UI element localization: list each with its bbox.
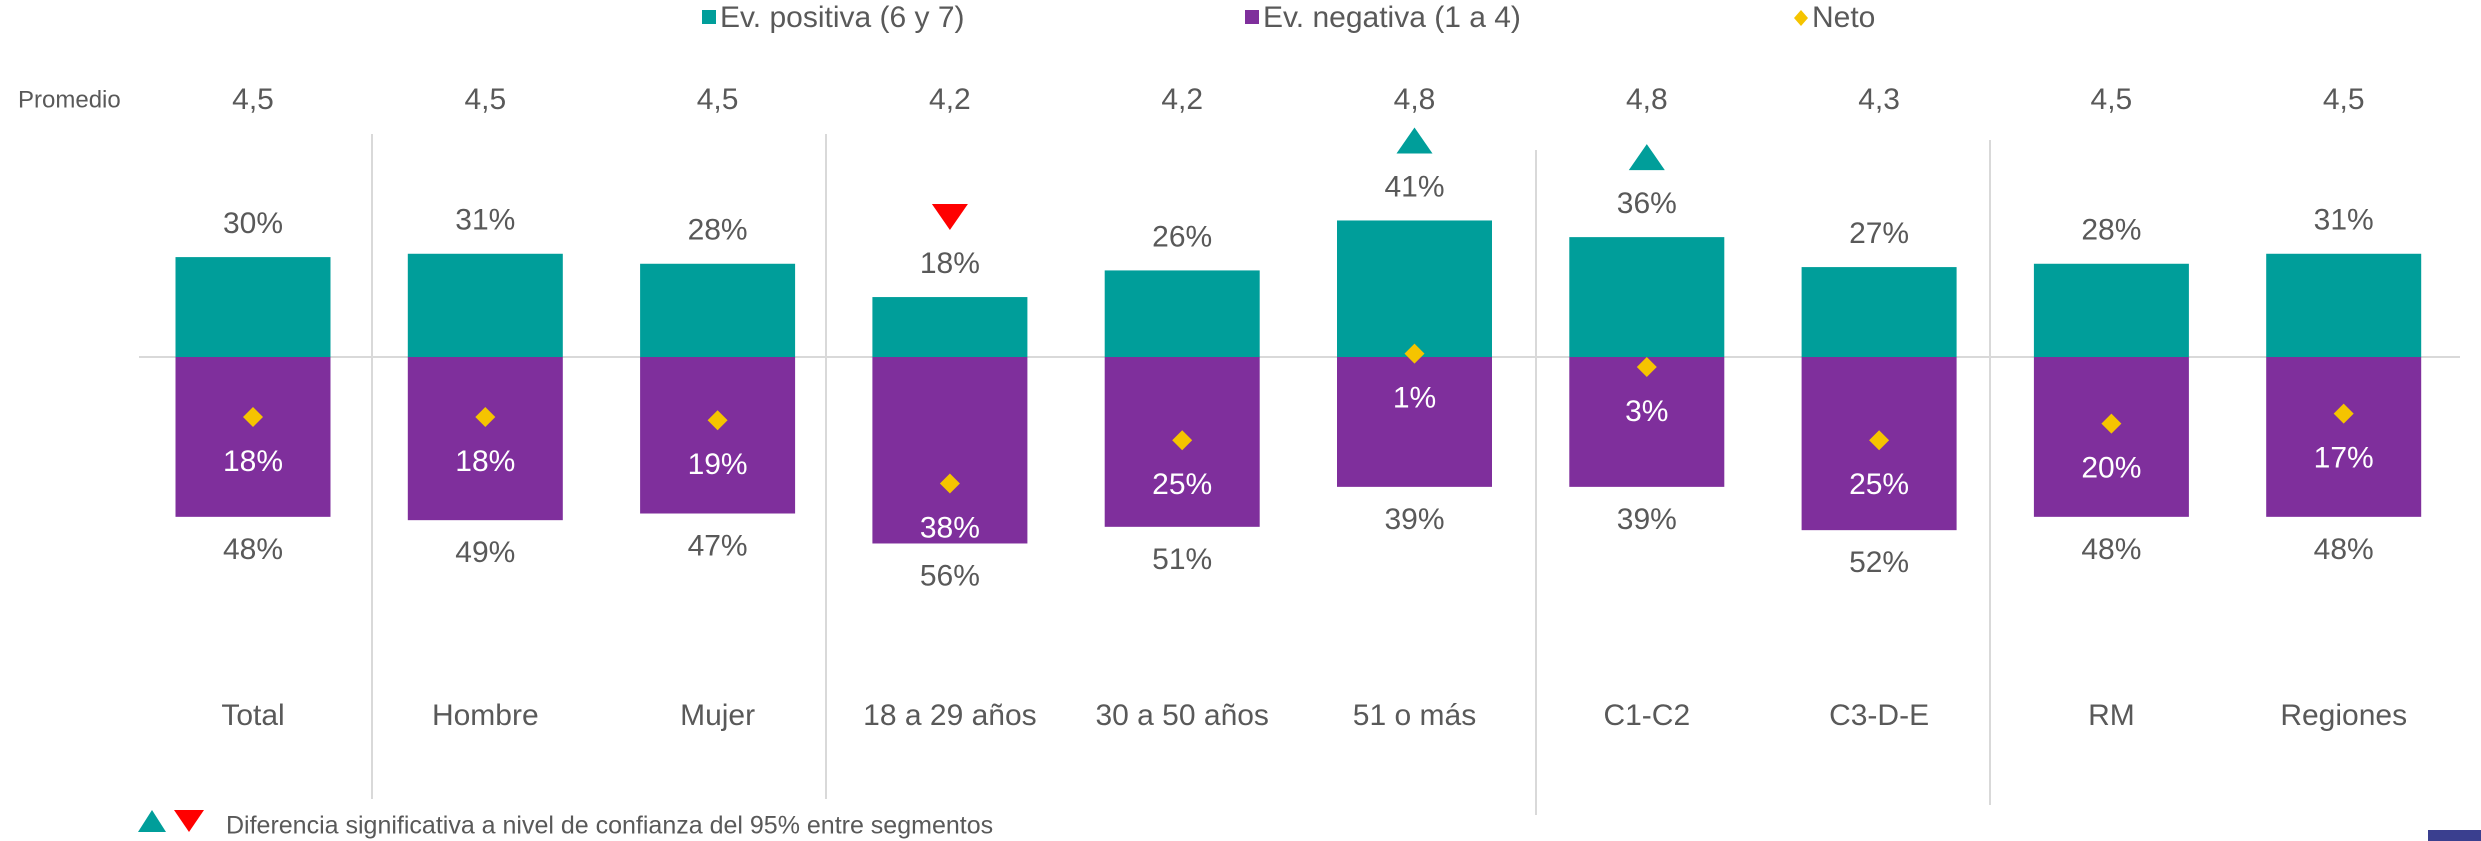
bar-negative	[1337, 357, 1492, 487]
value-label-positive: 36%	[1617, 187, 1677, 220]
bar-negative	[1569, 357, 1725, 487]
value-label-neto: 25%	[1152, 468, 1212, 501]
bar-positive	[407, 253, 563, 357]
neto-marker	[1172, 430, 1193, 451]
value-label-positive: 28%	[2081, 214, 2141, 247]
legend-label: Ev. negativa (1 a 4)	[1263, 1, 1521, 34]
x-tick-label: Hombre	[432, 699, 539, 732]
bar-positive	[2033, 263, 2189, 357]
legend-swatch	[1245, 10, 1259, 24]
bar-positive	[2266, 253, 2422, 357]
promedio-value: 4,2	[1161, 83, 1203, 116]
corner-mark	[2428, 830, 2481, 841]
x-tick-label: RM	[2088, 699, 2135, 732]
value-label-negative: 48%	[2314, 533, 2374, 566]
value-label-positive: 28%	[688, 214, 748, 247]
promedio-value: 4,5	[2323, 83, 2365, 116]
promedio-value: 4,3	[1858, 83, 1900, 116]
value-label-positive: 41%	[1384, 170, 1444, 203]
value-label-negative: 39%	[1384, 503, 1444, 536]
neto-marker	[1869, 430, 1890, 451]
bar-positive	[1104, 270, 1260, 357]
bar-negative	[872, 357, 1028, 544]
x-tick-label: 51 o más	[1353, 699, 1476, 732]
value-label-neto: 18%	[455, 445, 515, 478]
value-label-neto: 38%	[920, 511, 980, 544]
bar-positive	[1801, 267, 1957, 357]
bar-positive	[175, 257, 331, 357]
value-label-negative: 49%	[455, 536, 515, 569]
value-label-neto: 3%	[1625, 395, 1668, 428]
x-tick-label: Total	[221, 699, 284, 732]
value-label-neto: 18%	[223, 445, 283, 478]
promedio-value: 4,5	[2091, 83, 2133, 116]
legend-swatch	[1794, 10, 1808, 26]
neto-marker	[1636, 356, 1657, 377]
promedio-value: 4,5	[232, 83, 274, 116]
significance-marker	[1628, 144, 1665, 171]
legend-label: Neto	[1812, 1, 1875, 34]
promedio-label: Promedio	[18, 86, 121, 113]
value-label-positive: 26%	[1152, 220, 1212, 253]
promedio-value: 4,5	[464, 83, 506, 116]
footnote: Diferencia significativa a nivel de conf…	[226, 812, 993, 840]
neto-marker	[243, 406, 263, 427]
bar-positive	[640, 263, 796, 357]
value-label-positive: 31%	[455, 204, 515, 237]
promedio-value: 4,2	[929, 83, 971, 116]
significance-legend-up	[138, 810, 166, 832]
value-label-negative: 47%	[688, 529, 748, 562]
value-label-neto: 25%	[1849, 468, 1909, 501]
promedio-value: 4,5	[697, 83, 739, 116]
value-label-neto: 19%	[688, 448, 748, 481]
x-tick-label: C3-D-E	[1829, 699, 1929, 732]
value-label-positive: 18%	[920, 247, 980, 280]
x-tick-label: 30 a 50 años	[1095, 699, 1268, 732]
value-label-neto: 20%	[2081, 452, 2141, 485]
neto-marker	[1404, 343, 1425, 364]
x-tick-label: Regiones	[2280, 699, 2407, 732]
legend-label: Ev. positiva (6 y 7)	[720, 1, 965, 34]
value-label-positive: 31%	[2314, 204, 2374, 237]
x-tick-label: Mujer	[680, 699, 755, 732]
x-tick-label: C1-C2	[1603, 699, 1690, 732]
significance-marker	[931, 204, 968, 231]
bar-negative	[2033, 357, 2189, 517]
value-label-positive: 27%	[1849, 217, 1909, 250]
neto-marker	[2333, 403, 2354, 424]
neto-marker	[707, 410, 728, 431]
neto-marker	[2101, 413, 2122, 434]
value-label-neto: 17%	[2314, 442, 2374, 475]
bar-positive	[1569, 237, 1725, 357]
neto-marker	[475, 406, 496, 427]
promedio-value: 4,8	[1626, 83, 1668, 116]
neto-marker	[939, 473, 960, 494]
bar-positive	[1337, 220, 1492, 357]
value-label-negative: 51%	[1152, 543, 1212, 576]
promedio-value: 4,8	[1394, 83, 1436, 116]
value-label-negative: 39%	[1617, 503, 1677, 536]
value-label-negative: 52%	[1849, 546, 1909, 579]
significance-legend-down	[174, 810, 204, 832]
value-label-negative: 48%	[223, 533, 283, 566]
legend-swatch	[702, 10, 716, 24]
value-label-neto: 1%	[1393, 382, 1436, 415]
bar-negative	[640, 357, 796, 514]
value-label-negative: 56%	[920, 559, 980, 592]
value-label-positive: 30%	[223, 207, 283, 240]
significance-marker	[1396, 127, 1433, 154]
value-label-negative: 48%	[2081, 533, 2141, 566]
bar-negative	[2266, 357, 2422, 517]
bar-negative	[407, 357, 563, 521]
x-tick-label: 18 a 29 años	[863, 699, 1036, 732]
bar-negative	[175, 357, 331, 517]
bar-positive	[872, 297, 1028, 357]
